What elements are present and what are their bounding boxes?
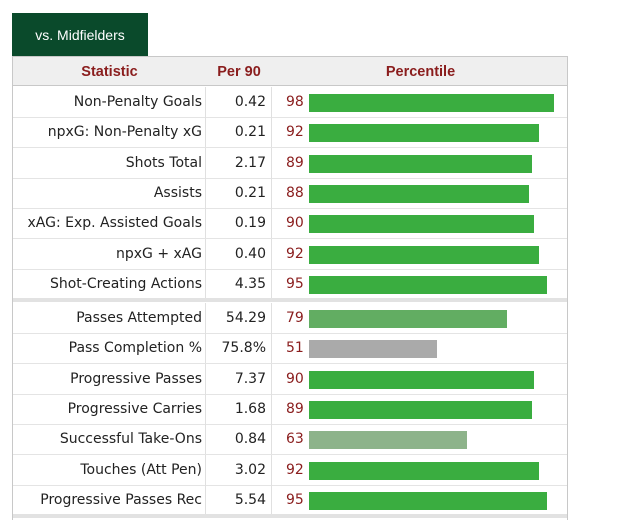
percentile-cell: 92 bbox=[272, 239, 567, 269]
table-row: Progressive Carries 1.68 89 bbox=[13, 394, 567, 425]
stat-name: Touches (Att Pen) bbox=[13, 454, 206, 485]
stat-name: Assists bbox=[13, 177, 206, 208]
percentile-bar bbox=[309, 184, 529, 203]
per90-value: 3.02 bbox=[206, 454, 272, 485]
percentile-cell: 92 bbox=[272, 455, 567, 485]
tab-vs-midfielders[interactable]: vs. Midfielders bbox=[12, 13, 148, 56]
percentile-value: 98 bbox=[286, 94, 304, 110]
per90-value: 0.19 bbox=[206, 208, 272, 239]
percentile-value: 92 bbox=[286, 124, 304, 141]
percentile-cell: 98 bbox=[272, 87, 567, 117]
percentile-cell: 51 bbox=[272, 333, 567, 363]
percentile-bar bbox=[309, 401, 532, 419]
table-row: Progressive Passes Rec 5.54 95 bbox=[13, 484, 567, 516]
stat-name: Pass Completion % bbox=[13, 333, 206, 364]
percentile-value: 90 bbox=[286, 370, 304, 387]
percentile-cell: 95 bbox=[272, 269, 567, 299]
per90-value: 1.68 bbox=[206, 394, 272, 424]
stat-name: Progressive Carries bbox=[13, 394, 206, 424]
percentile-cell: 79 bbox=[272, 303, 567, 333]
percentile-value: 79 bbox=[286, 310, 304, 327]
percentile-value: 63 bbox=[286, 431, 304, 448]
per90-value: 54.29 bbox=[206, 303, 272, 334]
percentile-value: 90 bbox=[286, 215, 304, 232]
percentile-bar bbox=[309, 340, 437, 359]
table-row: Successful Take-Ons 0.84 63 bbox=[13, 424, 567, 456]
table-row: npxG: Non-Penalty xG 0.21 92 bbox=[13, 117, 567, 149]
percentile-bar bbox=[309, 154, 532, 173]
percentile-cell: 95 bbox=[272, 485, 567, 515]
table-row: xAG: Exp. Assisted Goals 0.19 90 bbox=[13, 208, 567, 240]
percentile-value: 89 bbox=[286, 154, 304, 171]
table-row: Touches (Att Pen) 3.02 92 bbox=[13, 454, 567, 486]
per90-value: 4.35 bbox=[206, 268, 272, 299]
percentile-value: 88 bbox=[286, 184, 304, 201]
table-row: Pass Completion % 75.8% 51 bbox=[13, 333, 567, 365]
percentile-value: 51 bbox=[286, 340, 304, 357]
percentile-cell: 90 bbox=[272, 208, 567, 238]
table-row: Shot-Creating Actions 4.35 95 bbox=[13, 268, 567, 300]
header-percentile[interactable]: Percentile bbox=[385, 64, 456, 80]
table-row: npxG + xAG 0.40 92 bbox=[13, 238, 567, 270]
stat-name: Progressive Passes bbox=[13, 363, 206, 394]
per90-value: 75.8% bbox=[206, 333, 272, 364]
percentile-cell: 90 bbox=[272, 364, 567, 394]
per90-value: 0.21 bbox=[206, 177, 272, 208]
percentile-bar bbox=[309, 461, 539, 480]
percentile-bar bbox=[309, 94, 554, 112]
per90-value: 0.21 bbox=[206, 117, 272, 148]
percentile-value: 95 bbox=[286, 491, 304, 508]
percentile-cell: 89 bbox=[272, 394, 567, 424]
percentile-cell: 63 bbox=[272, 424, 567, 454]
percentile-bar bbox=[309, 275, 547, 294]
percentile-value: 95 bbox=[286, 275, 304, 292]
table-row: Assists 0.21 88 bbox=[13, 177, 567, 209]
percentile-cell: 89 bbox=[272, 148, 567, 178]
table-row: Passes Attempted 54.29 79 bbox=[13, 303, 567, 335]
stat-name: npxG + xAG bbox=[13, 238, 206, 269]
per90-value: 7.37 bbox=[206, 363, 272, 394]
per90-value: 0.84 bbox=[206, 424, 272, 455]
stat-name: Passes Attempted bbox=[13, 303, 206, 334]
percentile-bar bbox=[309, 245, 539, 264]
percentile-value: 89 bbox=[286, 401, 304, 417]
stat-name: Progressive Passes Rec bbox=[13, 484, 206, 515]
percentile-bar bbox=[309, 215, 534, 234]
per90-value: 0.42 bbox=[206, 87, 272, 117]
stat-name: Shots Total bbox=[13, 147, 206, 178]
per90-value: 2.17 bbox=[206, 147, 272, 178]
stat-name: Successful Take-Ons bbox=[13, 424, 206, 455]
percentile-value: 92 bbox=[286, 245, 304, 262]
percentile-cell: 88 bbox=[272, 178, 567, 208]
percentile-bar bbox=[309, 124, 539, 143]
table-header: Statistic Per 90 Percentile bbox=[13, 57, 567, 86]
percentile-bar bbox=[309, 431, 467, 450]
percentile-cell: 92 bbox=[272, 117, 567, 147]
stat-name: xAG: Exp. Assisted Goals bbox=[13, 208, 206, 239]
table-row: Progressive Passes 7.37 90 bbox=[13, 363, 567, 395]
table-row: Shots Total 2.17 89 bbox=[13, 147, 567, 179]
stat-name: npxG: Non-Penalty xG bbox=[13, 117, 206, 148]
header-statistic[interactable]: Statistic bbox=[81, 64, 138, 80]
percentile-value: 92 bbox=[286, 461, 304, 478]
percentile-bar bbox=[309, 491, 547, 510]
stat-name: Non-Penalty Goals bbox=[13, 87, 206, 117]
group-divider bbox=[13, 514, 567, 519]
per90-value: 5.54 bbox=[206, 484, 272, 515]
header-per90[interactable]: Per 90 bbox=[217, 64, 261, 80]
table-row: Non-Penalty Goals 0.42 98 bbox=[13, 87, 567, 118]
stat-name: Shot-Creating Actions bbox=[13, 268, 206, 299]
per90-value: 0.40 bbox=[206, 238, 272, 269]
percentile-bar bbox=[309, 310, 507, 329]
percentile-bar bbox=[309, 370, 534, 389]
percentile-table: Statistic Per 90 Percentile Non-Penalty … bbox=[12, 56, 568, 520]
group-divider bbox=[13, 298, 567, 303]
